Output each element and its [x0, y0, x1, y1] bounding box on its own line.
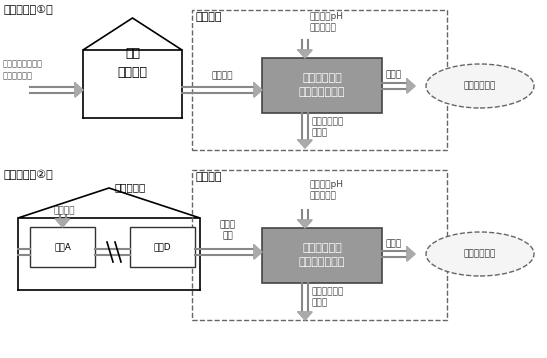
Text: 処理水: 処理水 — [386, 70, 402, 79]
Ellipse shape — [426, 232, 534, 276]
Text: 公共用水域等: 公共用水域等 — [464, 250, 496, 258]
Text: めっき工場: めっき工場 — [114, 182, 146, 192]
Polygon shape — [407, 79, 415, 93]
Polygon shape — [55, 219, 69, 227]
Polygon shape — [298, 140, 312, 148]
Polygon shape — [75, 83, 83, 97]
Text: 対象技術: 対象技術 — [196, 12, 223, 22]
Text: ほう素等を含む温
泉水（源泉）: ほう素等を含む温 泉水（源泉） — [3, 59, 43, 81]
Text: 汚泥・回収元
素など: 汚泥・回収元 素など — [311, 287, 344, 308]
Text: ほう素等排水
処理装置・技術: ほう素等排水 処理装置・技術 — [299, 73, 345, 97]
Polygon shape — [254, 245, 262, 259]
Text: 汚泥・回収元
素など: 汚泥・回収元 素など — [311, 117, 344, 138]
Text: 温泉
利用施設: 温泉 利用施設 — [118, 47, 148, 79]
Text: 凝集剤・pH
調整剤など: 凝集剤・pH 調整剤など — [310, 180, 344, 201]
Bar — [130, 227, 195, 267]
Bar — [262, 58, 382, 113]
Text: ほう素等: ほう素等 — [54, 206, 75, 215]
Text: 対象技術: 対象技術 — [196, 172, 223, 182]
Bar — [192, 170, 447, 320]
Polygon shape — [407, 247, 415, 261]
Text: 【対象技術②】: 【対象技術②】 — [4, 170, 54, 180]
Polygon shape — [298, 312, 312, 320]
Text: 温泉排水: 温泉排水 — [211, 71, 233, 80]
Text: ほう素等排水
処理装置・技術: ほう素等排水 処理装置・技術 — [299, 243, 345, 267]
Polygon shape — [254, 83, 262, 97]
Text: 公共用水域等: 公共用水域等 — [464, 82, 496, 91]
Ellipse shape — [426, 64, 534, 108]
Text: 工程D: 工程D — [154, 242, 171, 252]
Text: 【対象技術①】: 【対象技術①】 — [4, 4, 54, 14]
Polygon shape — [298, 50, 312, 58]
Polygon shape — [298, 220, 312, 228]
Text: 凝集剤・pH
調整剤など: 凝集剤・pH 調整剤など — [310, 12, 344, 33]
Bar — [30, 227, 95, 267]
Text: 処理水: 処理水 — [386, 239, 402, 248]
Bar — [192, 10, 447, 150]
Text: めっき
排水: めっき 排水 — [220, 220, 236, 240]
Text: 工程A: 工程A — [54, 242, 71, 252]
Bar — [262, 228, 382, 283]
